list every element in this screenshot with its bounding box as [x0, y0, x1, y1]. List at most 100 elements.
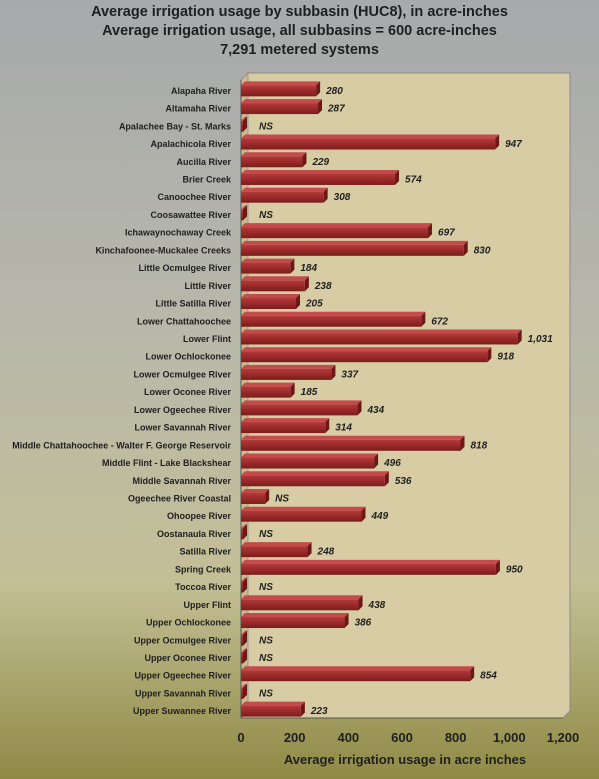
bar-34: [241, 683, 247, 699]
bar-front-face: [241, 386, 291, 398]
x-tick-label: 1,200: [547, 730, 580, 745]
bar-4: [241, 152, 307, 168]
bar-top-face: [241, 134, 500, 139]
category-label: Upper Flint: [184, 600, 232, 610]
data-label: 238: [314, 281, 332, 292]
bar-25: [241, 524, 247, 540]
bar-top-face: [241, 471, 389, 476]
category-label: Ogeechee River Coastal: [128, 493, 231, 503]
category-label: Little River: [184, 281, 231, 291]
data-label: 1,031: [528, 334, 553, 345]
data-label: 337: [341, 369, 358, 380]
bar-31: [241, 630, 247, 646]
bar-front-face: [241, 333, 518, 345]
bar-front-face: [241, 173, 396, 185]
bar-16: [241, 364, 336, 380]
bar-0: [241, 81, 321, 97]
bar-24: [241, 506, 366, 522]
bar-top-face: [241, 435, 465, 440]
bar-front-face: [241, 315, 422, 327]
bar-top-face: [241, 240, 468, 245]
bar-top-face: [241, 329, 522, 334]
category-label: Upper Suwannee River: [133, 706, 232, 716]
category-label: Lower Oconee River: [144, 387, 232, 397]
bar-side-face: [384, 471, 389, 487]
bar-top-face: [241, 453, 379, 458]
category-label: Toccoa River: [175, 582, 231, 592]
bar-front-face: [241, 528, 243, 540]
bar-top-face: [241, 400, 362, 405]
category-label: Apalachicola River: [150, 139, 231, 149]
bar-front-face: [241, 492, 266, 504]
bar-top-face: [241, 152, 307, 157]
bar-front-face: [241, 120, 243, 132]
data-label: 185: [301, 387, 318, 398]
category-label: Satilla River: [179, 547, 231, 557]
category-label: Kinchafoonee-Muckalee Creeks: [95, 245, 231, 255]
category-label: Spring Creek: [175, 564, 232, 574]
bar-side-face: [307, 542, 312, 558]
bar-front-face: [241, 227, 429, 239]
bar-top-face: [241, 81, 321, 86]
chart-title: Average irrigation usage by subbasin (HU…: [91, 4, 508, 20]
bar-front-face: [241, 652, 243, 664]
bar-side-face: [243, 577, 247, 593]
bar-8: [241, 223, 433, 239]
category-label: Lower Savannah River: [134, 423, 231, 433]
bar-side-face: [243, 524, 247, 540]
data-label: 818: [470, 440, 487, 451]
bar-side-face: [243, 648, 247, 664]
data-label: 287: [327, 104, 345, 115]
bar-33: [241, 666, 475, 682]
bar-top-face: [241, 116, 247, 121]
bar-top-face: [241, 630, 247, 635]
bar-front-face: [241, 422, 326, 434]
bar-top-face: [241, 382, 295, 387]
bar-front-face: [241, 244, 464, 256]
x-tick-label: 400: [337, 730, 359, 745]
data-label: 386: [355, 618, 372, 629]
bar-side-face: [428, 223, 433, 239]
data-label: NS: [259, 121, 273, 132]
bar-side-face: [318, 99, 323, 115]
data-label: NS: [259, 529, 273, 540]
bar-side-face: [361, 506, 366, 522]
bar-18: [241, 400, 362, 416]
bar-23: [241, 488, 270, 504]
bar-10: [241, 258, 295, 274]
bar-front-face: [241, 209, 243, 221]
bar-top-face: [241, 205, 247, 210]
bar-top-face: [241, 364, 336, 369]
category-label: Alapaha River: [171, 86, 232, 96]
bar-top-face: [241, 294, 301, 299]
data-label: NS: [259, 635, 273, 646]
bar-side-face: [323, 187, 328, 203]
bar-side-face: [243, 630, 247, 646]
bar-26: [241, 542, 312, 558]
bar-front-face: [241, 457, 375, 469]
category-label: Middle Savannah River: [132, 476, 231, 486]
category-label: Lower Ocmulgee River: [133, 369, 231, 379]
bar-top-face: [241, 99, 323, 104]
bar-3: [241, 134, 500, 150]
category-label: Upper Ochlockonee: [146, 618, 231, 628]
bar-front-face: [241, 280, 305, 292]
bar-side-face: [265, 488, 270, 504]
bar-top-face: [241, 258, 295, 263]
bar-front-face: [241, 368, 332, 380]
bar-side-face: [243, 205, 247, 221]
data-label: 574: [405, 174, 422, 185]
data-label: 184: [300, 263, 317, 274]
bar-top-face: [241, 577, 247, 582]
bar-front-face: [241, 599, 359, 611]
bar-35: [241, 701, 305, 717]
bar-top-face: [241, 169, 400, 174]
category-label: Ohoopee River: [167, 511, 232, 521]
bar-30: [241, 613, 349, 629]
bar-front-face: [241, 103, 319, 115]
data-label: 229: [311, 157, 329, 168]
category-label: Brier Creek: [182, 174, 232, 184]
data-label: 672: [431, 316, 448, 327]
bar-side-face: [374, 453, 379, 469]
bar-side-face: [344, 613, 349, 629]
